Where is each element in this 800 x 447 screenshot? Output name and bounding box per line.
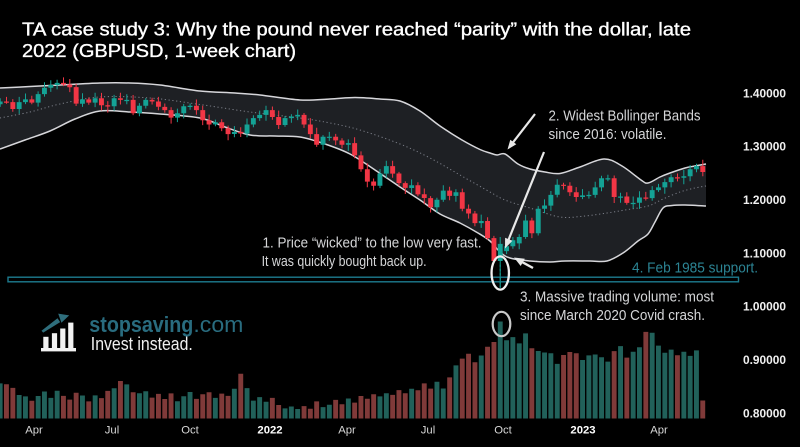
svg-text:since 2016: volatile.: since 2016: volatile. <box>549 127 667 143</box>
svg-text:3. Massive trading volume: mos: 3. Massive trading volume: most <box>520 290 714 306</box>
svg-text:It was quickly bought back up.: It was quickly bought back up. <box>262 254 427 270</box>
svg-text:2023: 2023 <box>570 425 595 437</box>
svg-text:1.00000: 1.00000 <box>743 300 786 314</box>
svg-text:1.30000: 1.30000 <box>743 140 786 154</box>
svg-text:since March 2020 Covid crash.: since March 2020 Covid crash. <box>520 308 705 324</box>
svg-text:TA case study 3: Why the pound: TA case study 3: Why the pound never rea… <box>22 19 691 40</box>
svg-text:4. Feb 1985 support.: 4. Feb 1985 support. <box>632 261 758 277</box>
svg-text:2022: 2022 <box>257 425 282 437</box>
svg-text:Apr: Apr <box>650 425 668 437</box>
svg-text:1.20000: 1.20000 <box>743 193 786 207</box>
svg-text:Oct: Oct <box>181 425 199 437</box>
svg-text:.com: .com <box>193 312 243 337</box>
svg-text:1. Price “wicked” to the low v: 1. Price “wicked” to the low very fast. <box>263 236 482 252</box>
svg-text:0.80000: 0.80000 <box>743 406 786 420</box>
svg-text:2022 (GBPUSD, 1-week chart): 2022 (GBPUSD, 1-week chart) <box>22 40 296 61</box>
svg-text:stopsaving: stopsaving <box>89 312 193 337</box>
svg-text:1.10000: 1.10000 <box>743 246 786 260</box>
svg-text:2. Widest Bollinger Bands: 2. Widest Bollinger Bands <box>549 109 701 125</box>
svg-text:0.90000: 0.90000 <box>743 353 786 367</box>
svg-text:Apr: Apr <box>338 425 356 437</box>
svg-text:1.40000: 1.40000 <box>743 86 786 100</box>
svg-text:Apr: Apr <box>25 425 43 437</box>
svg-text:Invest instead.: Invest instead. <box>91 334 193 354</box>
svg-text:Oct: Oct <box>494 425 512 437</box>
svg-text:Jul: Jul <box>105 425 119 437</box>
svg-text:Jul: Jul <box>421 425 435 437</box>
